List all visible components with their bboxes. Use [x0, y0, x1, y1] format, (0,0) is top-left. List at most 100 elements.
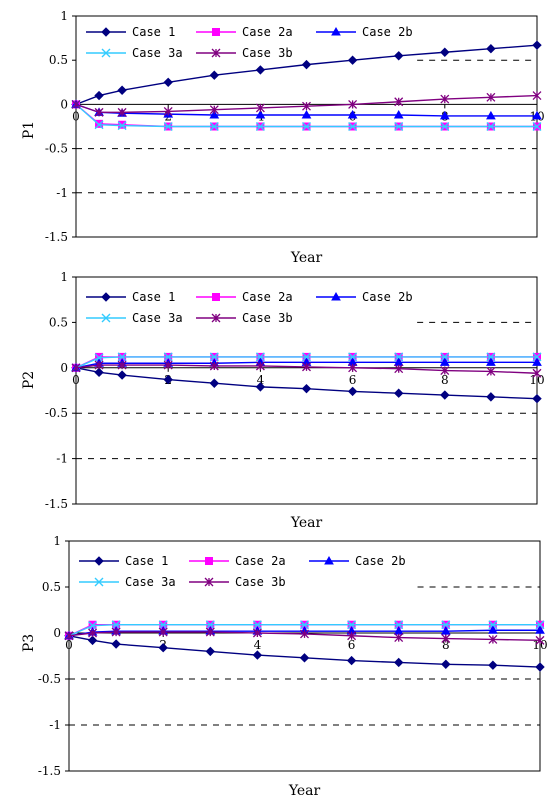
data-point: [117, 107, 127, 117]
y-tick-label: 0.5: [49, 315, 68, 329]
x-tick-label: 8: [441, 373, 449, 387]
data-point: [346, 655, 357, 666]
series-line: [68, 631, 541, 642]
data-point: [532, 368, 542, 378]
data-point: [255, 361, 265, 371]
data-point: [486, 44, 496, 54]
x-tick-label: 10: [532, 638, 547, 652]
y-tick-label: -0.5: [45, 406, 68, 420]
y-tick-label: 0: [60, 97, 68, 111]
data-point: [532, 357, 542, 366]
legend-marker: [331, 26, 341, 36]
data-point: [205, 620, 215, 630]
data-point: [348, 352, 358, 362]
data-point: [348, 122, 358, 131]
data-point: [158, 620, 168, 630]
legend-marker: [94, 556, 104, 566]
data-point: [532, 393, 542, 404]
data-point: [532, 110, 542, 120]
data-point: [440, 47, 450, 57]
data-point: [94, 360, 104, 370]
data-point: [252, 620, 262, 630]
data-point: [486, 110, 496, 120]
data-point: [117, 85, 127, 95]
data-point: [394, 620, 404, 630]
data-point: [347, 55, 358, 65]
data-point: [441, 659, 451, 669]
legend-marker: [204, 577, 214, 587]
data-point: [486, 92, 496, 102]
series-line: [75, 44, 538, 106]
legend-label: Case 3b: [242, 46, 293, 60]
series-case-3b: [71, 91, 542, 117]
legend-marker: [212, 293, 220, 301]
data-point: [299, 653, 310, 663]
data-point: [209, 70, 220, 80]
data-point: [163, 77, 173, 88]
y-tick-label: 1: [53, 534, 61, 548]
x-tick-label: 8: [442, 638, 450, 652]
data-point: [393, 657, 404, 668]
x-axis-title: Year: [290, 515, 323, 531]
y-tick-label: -1.5: [45, 497, 68, 511]
data-point: [486, 352, 496, 362]
series-line: [75, 361, 537, 369]
data-point: [94, 120, 104, 130]
series-line: [68, 629, 540, 637]
data-point: [532, 352, 542, 362]
data-point: [301, 59, 312, 70]
data-point: [486, 122, 496, 131]
data-point: [300, 629, 309, 639]
data-point: [117, 360, 127, 370]
series-line: [68, 624, 540, 637]
x-tick-label: 0: [72, 109, 80, 123]
legend-marker: [94, 577, 104, 587]
data-point: [488, 660, 498, 670]
data-point: [209, 110, 220, 119]
x-tick-label: 6: [348, 638, 356, 652]
data-point: [347, 110, 358, 119]
data-point: [440, 626, 451, 635]
data-point: [111, 620, 121, 630]
data-point: [439, 110, 450, 120]
series-case-3b: [64, 627, 545, 645]
data-point: [255, 110, 266, 119]
data-point: [209, 378, 220, 388]
data-point: [94, 90, 104, 101]
data-point: [117, 370, 127, 380]
data-point: [535, 635, 545, 645]
data-point: [117, 121, 127, 131]
data-point: [394, 97, 404, 107]
data-point: [209, 122, 219, 131]
data-point: [87, 635, 98, 646]
legend-marker: [101, 48, 111, 58]
data-point: [302, 122, 311, 131]
y-axis-title: P1: [21, 121, 37, 139]
data-point: [393, 51, 404, 61]
legend-label: Case 3b: [235, 575, 286, 589]
series-line: [75, 364, 538, 374]
data-point: [301, 110, 312, 119]
data-point: [532, 91, 542, 101]
data-point: [486, 366, 496, 376]
data-point: [94, 107, 104, 117]
legend-marker: [101, 292, 111, 302]
legend-label: Case 2a: [242, 25, 293, 39]
legend-label: Case 3a: [132, 311, 183, 325]
data-point: [440, 122, 450, 131]
data-point: [64, 631, 74, 641]
legend-label: Case 2b: [355, 554, 406, 568]
legend-label: Case 2b: [362, 290, 413, 304]
data-point: [111, 639, 121, 649]
data-point: [205, 627, 215, 637]
data-point: [117, 352, 127, 362]
data-point: [71, 363, 81, 373]
data-point: [488, 625, 498, 634]
y-tick-label: -1.5: [38, 764, 61, 778]
x-tick-label: 0: [65, 638, 73, 652]
data-point: [205, 646, 216, 657]
data-point: [393, 388, 404, 398]
data-point: [94, 367, 104, 378]
